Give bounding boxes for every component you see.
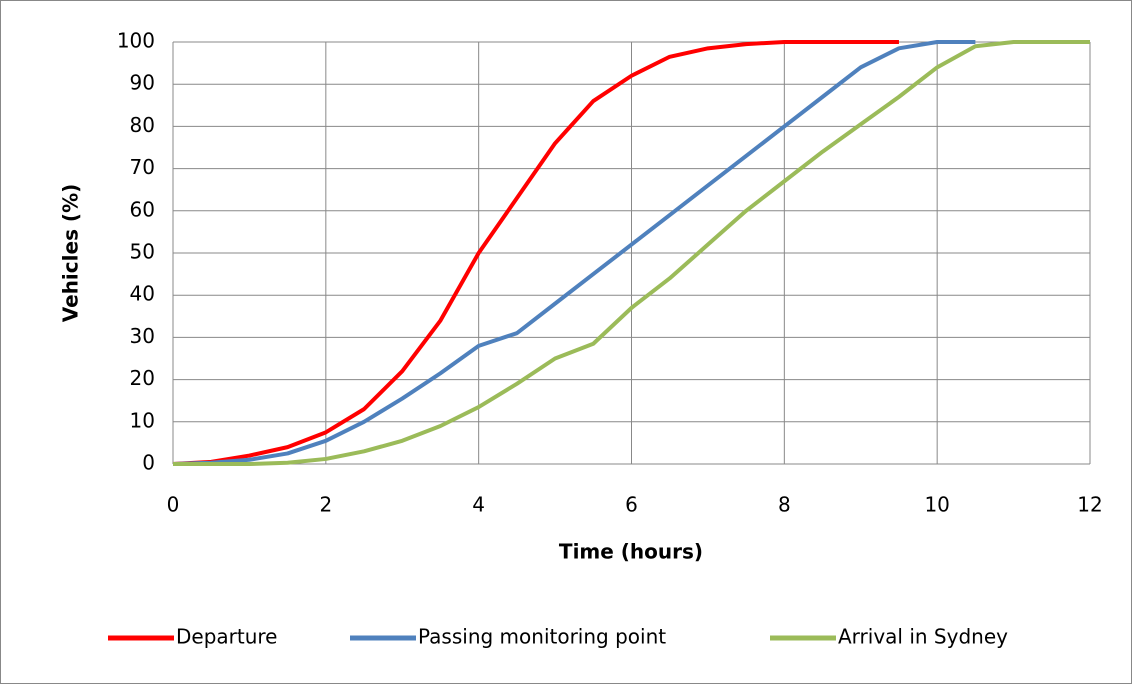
y-tick-label: 70 (130, 155, 155, 179)
y-tick-label: 60 (130, 197, 155, 221)
y-tick-label: 90 (130, 71, 155, 95)
y-tick-label: 100 (117, 29, 155, 53)
legend-label: Departure (176, 625, 277, 649)
y-tick-label: 20 (130, 366, 155, 390)
y-tick-label: 80 (130, 113, 155, 137)
series-line (173, 40, 1090, 466)
y-tick-label: 10 (130, 408, 155, 432)
x-tick-label: 0 (167, 493, 180, 517)
y-tick-label: 40 (130, 282, 155, 306)
x-tick-label: 6 (625, 493, 638, 517)
x-tick-label: 12 (1077, 493, 1102, 517)
legend-label: Passing monitoring point (418, 625, 666, 649)
x-tick-label: 2 (319, 493, 332, 517)
x-axis-title: Time (hours) (559, 540, 703, 564)
legend-label: Arrival in Sydney (838, 625, 1008, 649)
series-line (172, 40, 976, 466)
x-tick-label: 8 (778, 493, 791, 517)
y-axis-title: Vehicles (%) (59, 184, 83, 323)
y-tick-label: 30 (130, 324, 155, 348)
x-tick-label: 10 (924, 493, 949, 517)
x-tick-label: 4 (472, 493, 485, 517)
y-tick-label: 50 (130, 240, 155, 264)
y-tick-label: 0 (142, 451, 155, 475)
series-line (172, 40, 899, 466)
